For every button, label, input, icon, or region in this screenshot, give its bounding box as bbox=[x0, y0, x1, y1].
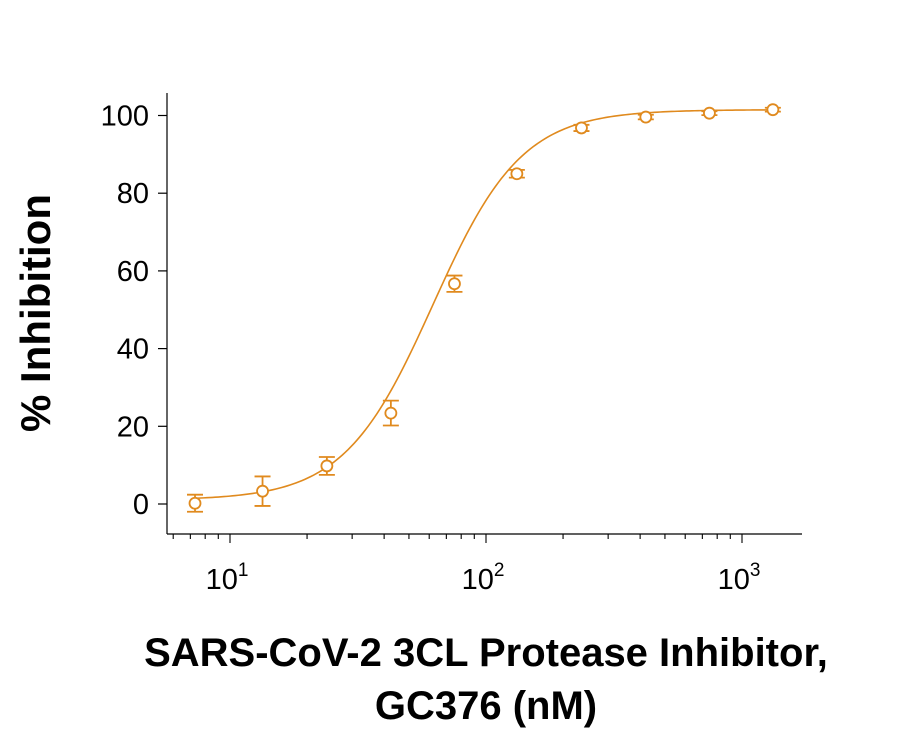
data-point bbox=[508, 167, 525, 181]
y-ticks: 0 20 40 60 80 100 bbox=[101, 101, 167, 521]
point-marker bbox=[320, 459, 334, 473]
data-point bbox=[637, 110, 654, 124]
y-tick-label: 0 bbox=[133, 489, 149, 521]
data-point bbox=[446, 274, 463, 293]
data-point bbox=[318, 456, 335, 476]
data-point bbox=[764, 103, 781, 117]
x-tick-label: 101 bbox=[206, 560, 249, 596]
point-marker bbox=[256, 484, 269, 498]
x-ticks: 101 102 103 bbox=[172, 534, 761, 596]
plot-layer bbox=[187, 103, 781, 513]
data-points bbox=[187, 103, 781, 513]
x-axis-label-line-2: GC376 (nM) bbox=[375, 684, 597, 728]
point-marker bbox=[639, 110, 653, 124]
y-tick-label: 60 bbox=[117, 256, 149, 288]
y-axis-label: % Inhibition bbox=[12, 194, 59, 432]
fit-curve bbox=[194, 109, 773, 500]
data-point bbox=[573, 121, 590, 135]
point-marker bbox=[188, 496, 202, 510]
y-tick-label: 20 bbox=[117, 411, 149, 443]
data-point bbox=[254, 475, 271, 507]
x-tick-label: 103 bbox=[718, 560, 761, 596]
axes: 0 20 40 60 80 100 101 102 103 bbox=[101, 93, 802, 596]
point-marker bbox=[766, 103, 780, 117]
data-point bbox=[382, 399, 399, 427]
data-point bbox=[187, 493, 204, 513]
point-marker bbox=[448, 277, 461, 291]
y-tick-label: 40 bbox=[117, 334, 149, 366]
point-marker bbox=[703, 106, 716, 120]
y-tick-label: 100 bbox=[101, 101, 149, 133]
point-marker bbox=[384, 406, 398, 420]
point-marker bbox=[575, 121, 588, 135]
x-axis-label-line-1: SARS-CoV-2 3CL Protease Inhibitor, bbox=[144, 631, 828, 675]
data-point bbox=[701, 106, 718, 120]
x-tick-label: 102 bbox=[462, 560, 505, 596]
y-tick-label: 80 bbox=[117, 178, 149, 210]
point-marker bbox=[510, 167, 524, 181]
